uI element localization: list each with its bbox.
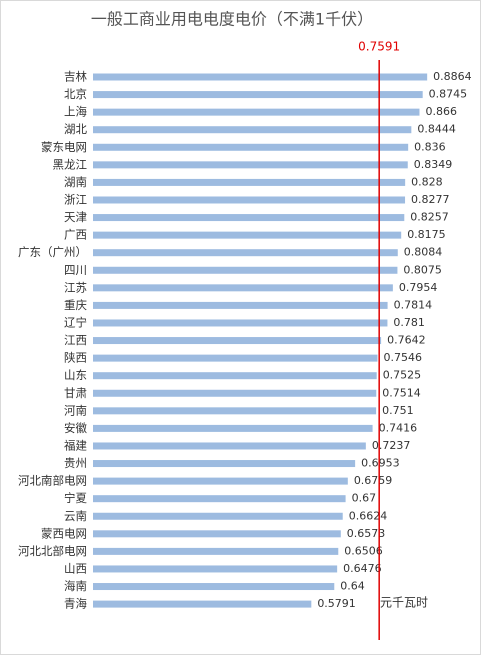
value-label: 0.828	[411, 175, 443, 188]
bar	[93, 512, 343, 520]
y-tick-label: 贵州	[64, 456, 87, 470]
bar	[93, 266, 398, 274]
y-tick-label: 海南	[64, 579, 87, 593]
y-tick-label: 蒙东电网	[41, 140, 87, 154]
value-label: 0.6759	[354, 474, 393, 487]
bar	[93, 73, 428, 81]
y-tick-label: 福建	[64, 438, 87, 452]
value-label: 0.6476	[343, 562, 382, 575]
value-label: 0.7546	[383, 351, 422, 364]
y-tick-label: 山西	[64, 561, 87, 575]
y-tick-label: 安徽	[64, 421, 87, 435]
value-label: 0.7525	[383, 369, 422, 382]
bar	[93, 143, 409, 151]
value-label: 0.781	[393, 316, 425, 329]
bar	[93, 319, 388, 327]
bar	[93, 126, 412, 134]
bar	[93, 108, 420, 116]
value-label: 0.8745	[429, 88, 468, 101]
y-tick-label: 吉林	[64, 70, 87, 84]
bar	[93, 495, 346, 503]
bar	[93, 354, 378, 362]
bar	[93, 337, 382, 345]
bar	[93, 460, 356, 468]
bar	[93, 249, 398, 257]
y-tick-label: 湖南	[64, 175, 87, 189]
value-label: 0.7416	[379, 421, 418, 434]
bar	[93, 301, 388, 309]
bar	[93, 161, 408, 169]
bar	[93, 565, 338, 573]
value-label: 0.8075	[403, 263, 442, 276]
value-label: 0.5791	[317, 597, 356, 610]
y-tick-label: 山东	[64, 368, 87, 382]
bar	[93, 284, 393, 292]
value-label: 0.8349	[414, 158, 453, 171]
y-tick-label: 黑龙江	[53, 157, 88, 171]
value-label: 0.751	[382, 404, 414, 417]
value-label: 0.8444	[417, 123, 456, 136]
bar	[93, 442, 366, 450]
value-label: 0.866	[425, 105, 457, 118]
value-label: 0.67	[352, 492, 377, 505]
y-tick-label: 青海	[64, 597, 87, 611]
chart-title: 一般工商业用电电度电价（不满1千伏）	[91, 10, 373, 29]
y-tick-label: 浙江	[64, 192, 87, 206]
value-label: 0.7514	[382, 386, 421, 399]
value-label: 0.64	[340, 580, 365, 593]
bar	[93, 372, 377, 380]
unit-label: 元千瓦时	[380, 596, 428, 610]
value-label: 0.6953	[361, 457, 400, 470]
bar	[93, 231, 402, 239]
y-tick-label: 江苏	[64, 280, 87, 294]
bar	[93, 214, 405, 222]
y-tick-label: 陕西	[64, 351, 87, 365]
bar	[93, 477, 348, 485]
y-tick-label: 蒙西电网	[41, 526, 87, 540]
bar	[93, 178, 406, 186]
bar	[93, 407, 377, 415]
y-tick-label: 重庆	[64, 298, 87, 312]
bar	[93, 424, 373, 432]
y-tick-label: 江西	[64, 333, 87, 347]
y-tick-label: 云南	[64, 509, 87, 523]
y-tick-label: 河北南部电网	[18, 474, 87, 488]
y-tick-label: 天津	[64, 210, 87, 224]
y-tick-label: 广西	[64, 228, 87, 242]
bar	[93, 600, 312, 608]
value-label: 0.8864	[433, 70, 472, 83]
value-label: 0.8175	[407, 228, 446, 241]
bar	[93, 196, 406, 204]
value-label: 0.7814	[394, 298, 433, 311]
y-tick-label: 辽宁	[64, 315, 87, 329]
bar	[93, 583, 335, 591]
y-tick-label: 甘肃	[64, 386, 87, 400]
bar	[93, 530, 341, 538]
value-label: 0.836	[414, 140, 446, 153]
reference-label: 0.7591	[358, 40, 400, 54]
y-tick-label: 北京	[64, 87, 87, 101]
value-label: 0.7642	[387, 334, 426, 347]
bar	[93, 389, 377, 397]
bar	[93, 547, 339, 555]
value-label: 0.6573	[347, 527, 386, 540]
value-label: 0.8084	[404, 246, 443, 259]
value-label: 0.7954	[399, 281, 438, 294]
y-tick-label: 宁夏	[64, 491, 87, 505]
value-label: 0.7237	[372, 439, 411, 452]
y-tick-label: 上海	[64, 105, 87, 119]
value-label: 0.8277	[411, 193, 450, 206]
value-label: 0.8257	[410, 211, 449, 224]
y-tick-label: 河南	[64, 403, 87, 417]
bar	[93, 91, 423, 99]
value-label: 0.6506	[344, 544, 383, 557]
y-tick-label: 湖北	[64, 122, 87, 136]
value-label: 0.6624	[349, 509, 388, 522]
y-tick-label: 河北北部电网	[18, 544, 87, 558]
y-tick-label: 广东（广州）	[18, 245, 87, 259]
y-tick-label: 四川	[64, 263, 87, 277]
